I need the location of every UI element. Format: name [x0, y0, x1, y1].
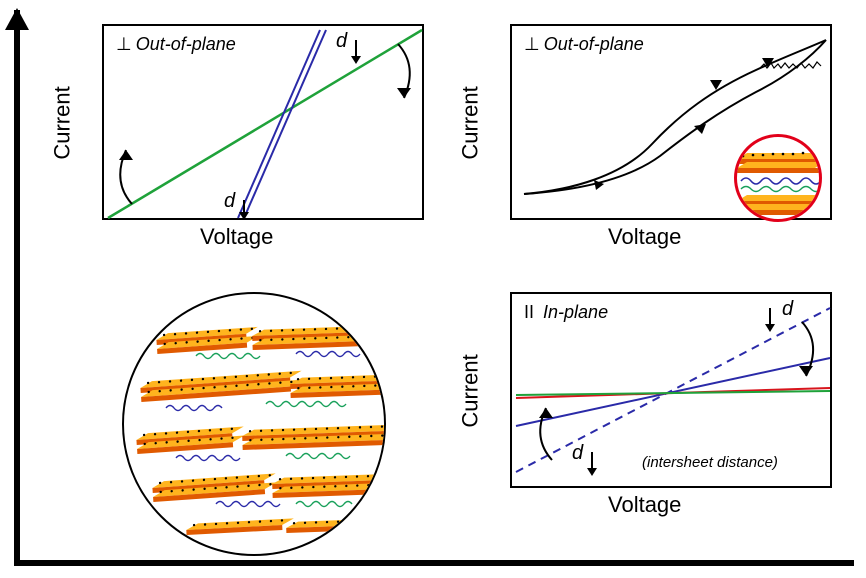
chart-area-top-left: ⊥Out-of-plane d d: [102, 24, 424, 220]
main-x-axis-line: [14, 560, 854, 566]
d-arrowhead-br-2: [587, 468, 597, 476]
chart-area-bottom-right: II In-plane d d (intersheet distanc: [510, 292, 832, 488]
xlabel-top-left: Voltage: [200, 224, 273, 250]
series-blue-2: [244, 30, 326, 218]
sheet-top-2: [737, 195, 822, 201]
panel-bottom-right: Current II In-plane d: [468, 292, 838, 536]
ylabel-top-left: Current: [50, 86, 76, 159]
xlabel-top-right: Voltage: [608, 224, 681, 250]
main-y-axis-arrow: [14, 10, 20, 560]
ylabel-bottom-right: Current: [458, 354, 484, 427]
sheet-mid-1b: [737, 168, 822, 173]
d-label-br-2: d: [572, 442, 583, 465]
series-blue-1: [238, 30, 320, 218]
d-arrowhead-tl-2: [239, 212, 249, 220]
d-label-tl-2: d: [224, 190, 235, 213]
series-green: [108, 30, 422, 218]
d-label-br-1: d: [782, 298, 793, 321]
figure-canvas: Current ⊥Out-of-plane: [0, 0, 866, 578]
sheet-top-1b: [737, 162, 822, 168]
panel-top-left: Current ⊥Out-of-plane: [60, 24, 430, 268]
arrowhead-br-1: [799, 366, 813, 376]
arrowhead-tl-1: [397, 88, 411, 98]
d-arrowhead-br-1: [765, 324, 775, 332]
chart-svg-top-left: [104, 26, 426, 222]
d-label-tl-1: d: [336, 30, 347, 53]
illustration-circle: [122, 292, 386, 556]
panel-top-right: Current ⊥Out-of-plane: [468, 24, 838, 268]
intersheet-label: (intersheet distance): [642, 454, 778, 471]
chain-green: [741, 187, 821, 192]
d-arrowhead-tl-1: [351, 56, 361, 64]
inset-circle-top-right: [734, 134, 822, 222]
arrowhead-tl-2: [119, 150, 133, 160]
arrowhead-br-2: [539, 408, 553, 418]
sheet-top-1: [737, 153, 822, 159]
illustration-svg: [124, 294, 386, 556]
xlabel-bottom-right: Voltage: [608, 492, 681, 518]
chain-blue: [741, 178, 821, 184]
chart-area-top-right: ⊥Out-of-plane: [510, 24, 832, 220]
ylabel-top-right: Current: [458, 86, 484, 159]
